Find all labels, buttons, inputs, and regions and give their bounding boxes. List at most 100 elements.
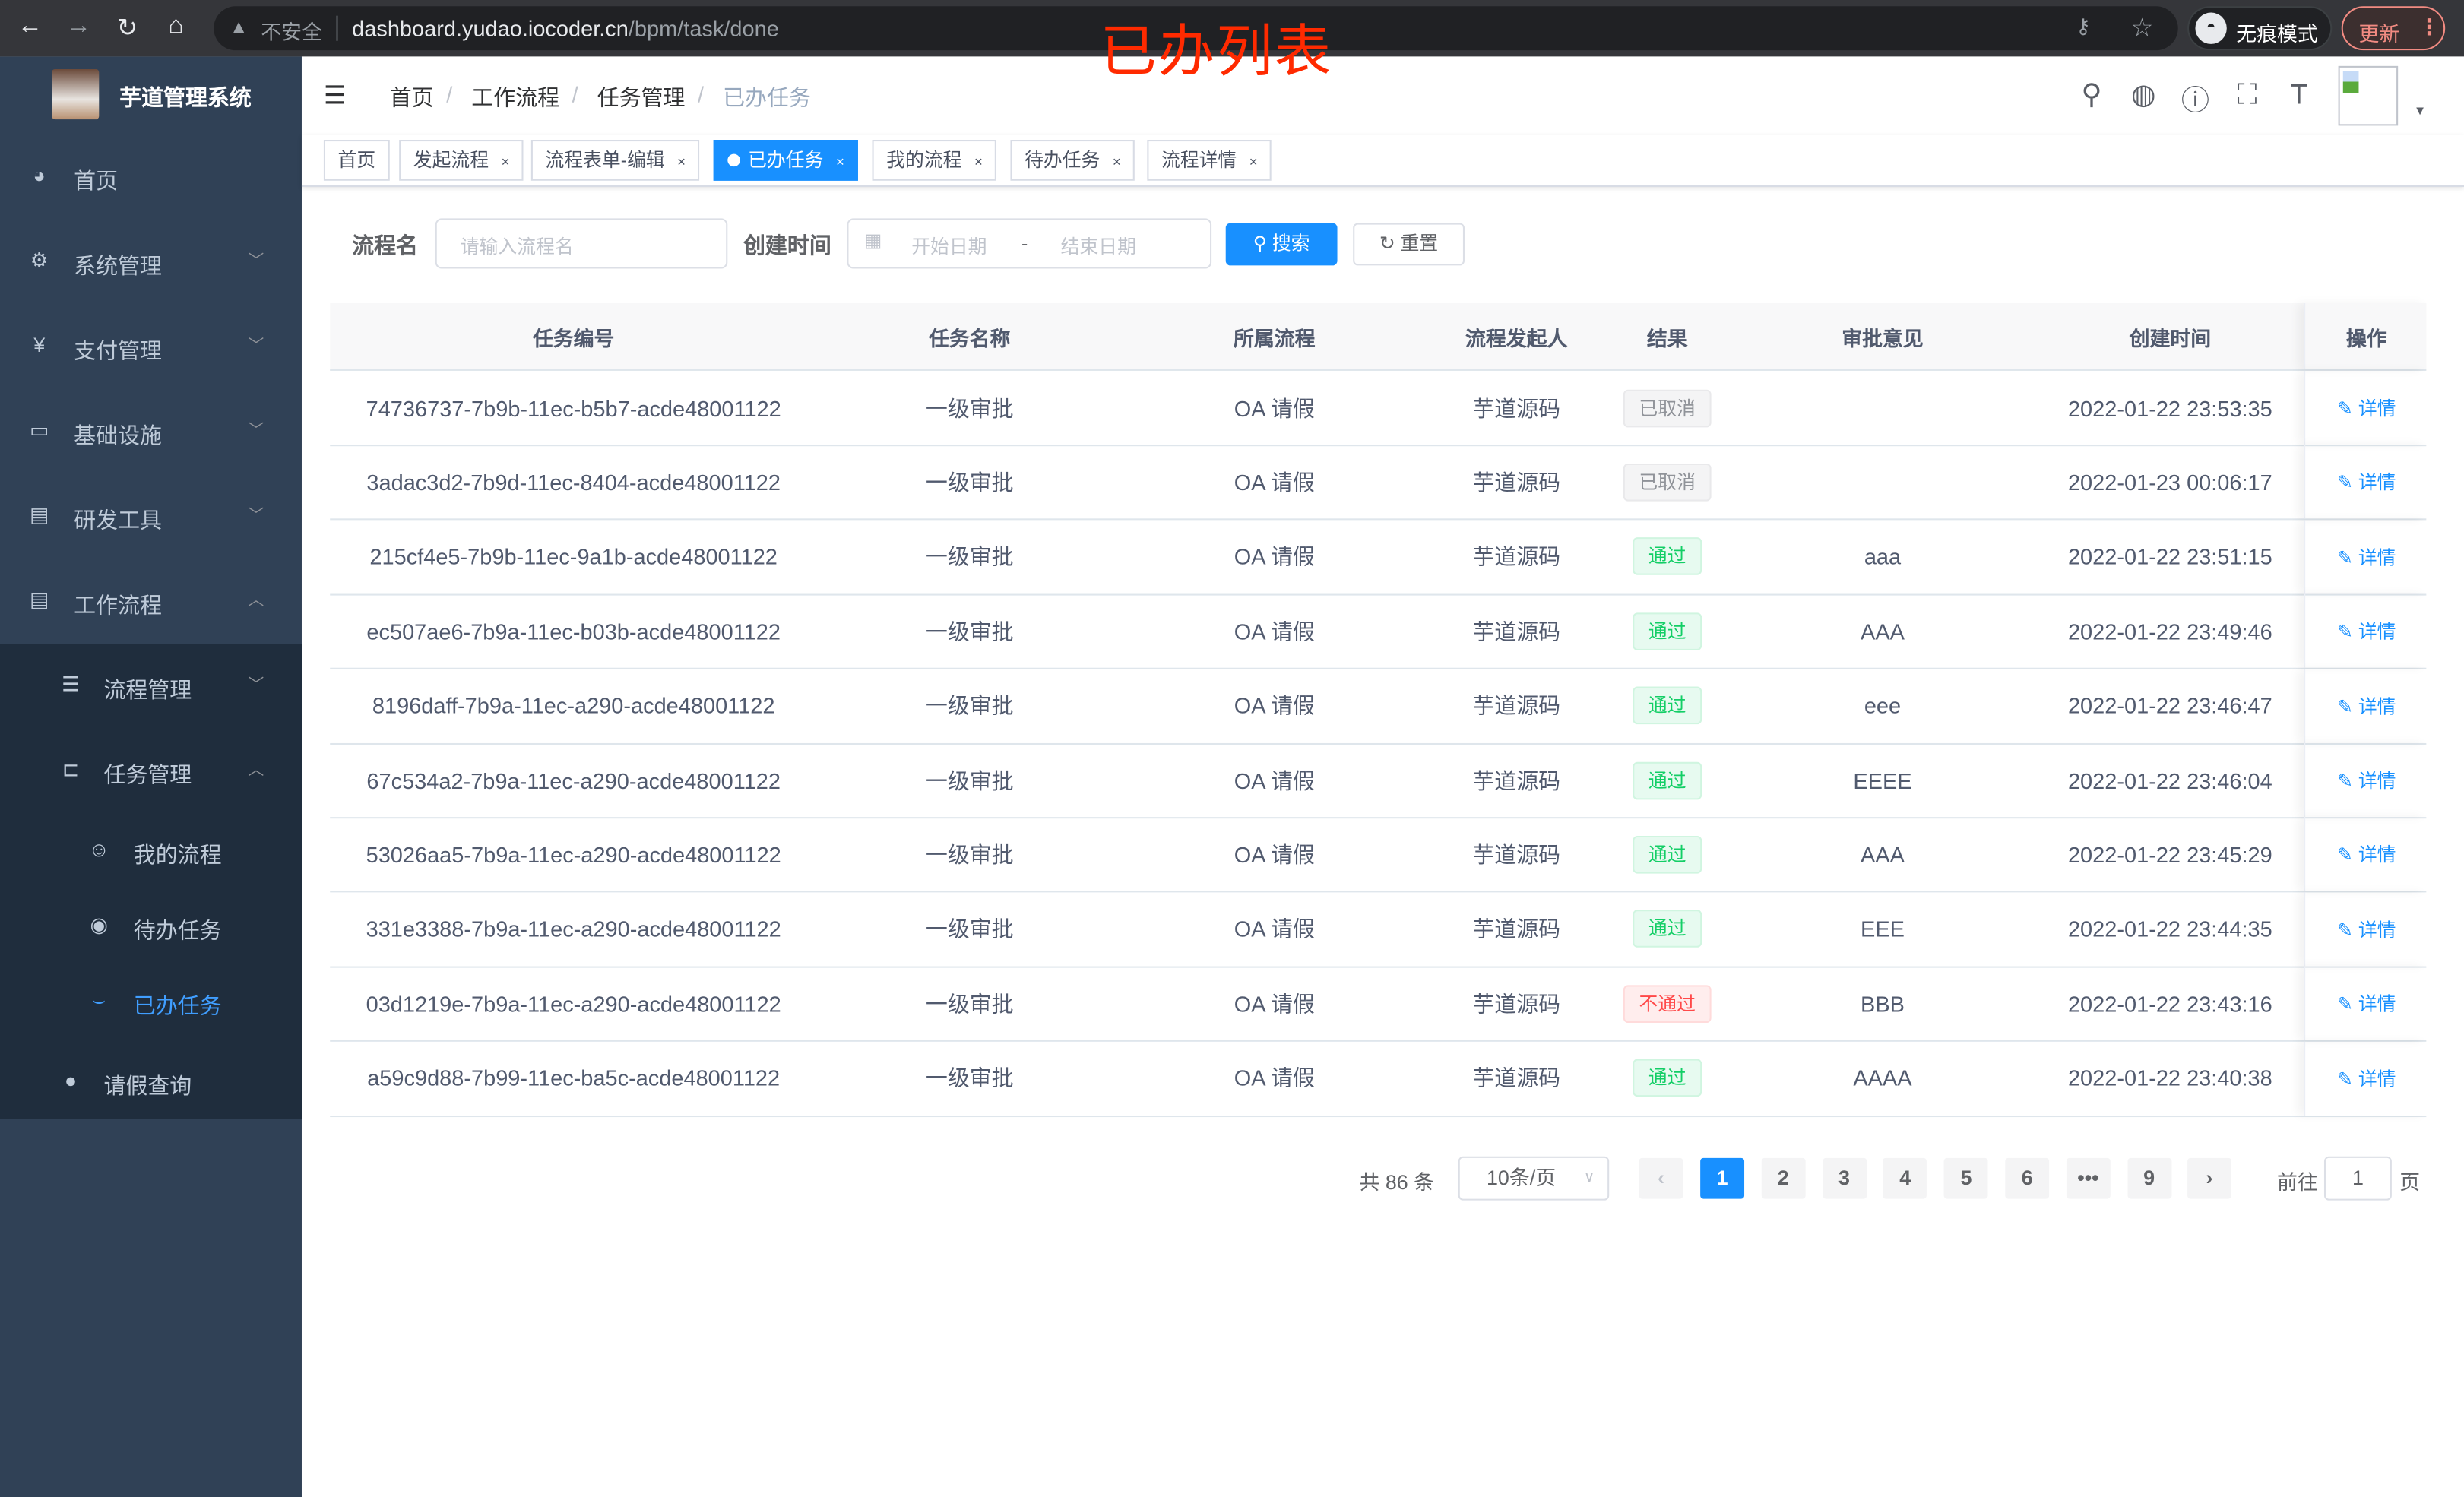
process-name-input[interactable]: 请输入流程名 xyxy=(435,218,728,269)
page-size-select[interactable]: 10条/页 ∨ xyxy=(1458,1156,1610,1201)
cell-id: ec507ae6-7b9a-11ec-b03b-acde48001122 xyxy=(330,594,817,668)
prev-page-button[interactable]: ‹ xyxy=(1639,1157,1683,1199)
more-pages-button[interactable]: ••• xyxy=(2066,1157,2111,1199)
cell-starter: 芋道源码 xyxy=(1427,371,1606,445)
back-icon[interactable]: ← xyxy=(17,12,43,40)
page-button[interactable]: 3 xyxy=(1822,1157,1867,1199)
cell-comment: AAA xyxy=(1728,594,2036,668)
detail-button[interactable]: ✎ 详情 xyxy=(2337,841,2396,868)
sidebar-item-4[interactable]: ▤ 研发工具 ﹀ xyxy=(0,474,302,559)
close-icon[interactable]: × xyxy=(677,153,686,170)
tag-4[interactable]: 我的流程 × xyxy=(872,140,997,181)
detail-button[interactable]: ✎ 详情 xyxy=(2337,990,2396,1017)
breadcrumb-item[interactable]: 工作流程 xyxy=(471,84,560,110)
detail-button[interactable]: ✎ 详情 xyxy=(2337,1065,2396,1091)
tag-2[interactable]: 流程表单-编辑 × xyxy=(530,140,700,181)
close-icon[interactable]: × xyxy=(1112,153,1121,170)
cell-id: 8196daff-7b9a-11ec-a290-acde48001122 xyxy=(330,669,817,742)
page-button[interactable]: 1 xyxy=(1700,1157,1745,1199)
close-icon[interactable]: × xyxy=(1249,153,1258,170)
search-button[interactable]: ⚲ 搜索 xyxy=(1225,223,1338,266)
key-icon[interactable]: ⚷ xyxy=(2076,14,2092,38)
detail-button[interactable]: ✎ 详情 xyxy=(2337,916,2396,942)
tag-3[interactable]: 已办任务 × xyxy=(713,140,859,181)
hamburger-icon[interactable]: ☰ xyxy=(323,83,347,110)
sidebar-item-8[interactable]: ☺ 我的流程 xyxy=(0,814,302,889)
column-header: 结果 xyxy=(1646,326,1688,350)
font-size-icon[interactable]: T xyxy=(2290,78,2308,110)
id-text: 215cf4e5-7b9b-11ec-9a1b-acde48001122 xyxy=(369,544,778,570)
help-icon[interactable]: ⓘ xyxy=(2181,84,2210,117)
result-badge: 通过 xyxy=(1633,686,1702,725)
page-button[interactable]: 5 xyxy=(1944,1157,1988,1199)
home-icon[interactable]: ⌂ xyxy=(168,12,184,40)
cell-id: a59c9d88-7b99-11ec-ba5c-acde48001122 xyxy=(330,1041,817,1115)
close-icon[interactable]: × xyxy=(974,153,983,170)
sidebar-item-7[interactable]: ⊏ 任务管理 ︿ xyxy=(0,729,302,814)
end-date-input[interactable]: 结束日期 xyxy=(1060,236,1136,258)
sidebar-item-1[interactable]: ⚙ 系统管理 ﹀ xyxy=(0,220,302,305)
sidebar-item-11[interactable]: ● 请假查询 xyxy=(0,1040,302,1125)
page-button[interactable]: 2 xyxy=(1761,1157,1806,1199)
tag-6[interactable]: 流程详情 × xyxy=(1147,140,1272,181)
detail-button[interactable]: ✎ 详情 xyxy=(2337,394,2396,421)
name-text: 一级审批 xyxy=(925,916,1014,942)
tag-5[interactable]: 待办任务 × xyxy=(1010,140,1135,181)
github-icon[interactable]: ◍ xyxy=(2130,78,2156,110)
breadcrumb-item: 已办任务 xyxy=(723,84,811,110)
edit-icon: ✎ xyxy=(2337,621,2358,644)
sidebar-item-label: 基础设施 xyxy=(74,423,162,448)
start-date-input[interactable]: 开始日期 xyxy=(911,236,987,258)
sidebar-item-10[interactable]: ⌣ 已办任务 xyxy=(0,965,302,1040)
result-badge: 通过 xyxy=(1633,910,1702,948)
page-button[interactable]: 4 xyxy=(1883,1157,1927,1199)
tag-0[interactable]: 首页 xyxy=(323,140,390,181)
reload-icon[interactable]: ↻ xyxy=(116,15,138,43)
search-icon[interactable]: ⚲ xyxy=(2081,78,2102,110)
url-text: dashboard.yudao.iocoder.cn/bpm/task/done xyxy=(352,16,779,41)
forward-icon[interactable]: → xyxy=(65,12,91,40)
detail-button[interactable]: ✎ 详情 xyxy=(2337,767,2396,793)
sidebar-item-9[interactable]: ◉ 待办任务 xyxy=(0,889,302,964)
close-icon[interactable]: × xyxy=(835,153,844,170)
address-bar[interactable]: ▲ 不安全 dashboard.yudao.iocoder.cn/bpm/tas… xyxy=(214,6,2178,51)
detail-button[interactable]: ✎ 详情 xyxy=(2337,469,2396,495)
detail-button[interactable]: ✎ 详情 xyxy=(2337,618,2396,644)
tag-1[interactable]: 发起流程 × xyxy=(399,140,524,181)
close-icon[interactable]: × xyxy=(501,153,510,170)
next-page-button[interactable]: › xyxy=(2187,1157,2231,1199)
goto-page-input[interactable]: 1 xyxy=(2323,1156,2392,1201)
cell-time: 2022-01-23 00:06:17 xyxy=(2037,445,2304,519)
date-range-picker[interactable]: ▦ 开始日期 - 结束日期 xyxy=(847,218,1212,269)
sidebar-item-6[interactable]: ☰ 流程管理 ﹀ xyxy=(0,644,302,730)
detail-button[interactable]: ✎ 详情 xyxy=(2337,692,2396,719)
avatar[interactable] xyxy=(2338,65,2399,126)
caret-down-icon[interactable]: ▼ xyxy=(2413,103,2427,119)
sidebar-item-label: 系统管理 xyxy=(74,252,162,278)
cell-process: OA 请假 xyxy=(1122,1041,1427,1115)
incognito-badge[interactable]: ◓ 无痕模式 xyxy=(2187,6,2333,51)
star-icon[interactable]: ☆ xyxy=(2130,15,2154,43)
cell-starter: 芋道源码 xyxy=(1427,1041,1606,1115)
cell-starter: 芋道源码 xyxy=(1427,967,1606,1040)
breadcrumb-item[interactable]: 首页 xyxy=(389,84,434,110)
sidebar-item-label: 已办任务 xyxy=(133,992,222,1018)
detail-button[interactable]: ✎ 详情 xyxy=(2337,543,2396,570)
page-button[interactable]: 6 xyxy=(2005,1157,2050,1199)
sidebar-item-3[interactable]: ▭ 基础设施 ﹀ xyxy=(0,390,302,475)
process-text: OA 请假 xyxy=(1234,1065,1315,1091)
sidebar-item-5[interactable]: ▤ 工作流程 ︿ xyxy=(0,559,302,644)
update-button[interactable]: 更新 ⋮ xyxy=(2341,6,2446,51)
edit-icon: ✎ xyxy=(2337,770,2358,793)
name-text: 一级审批 xyxy=(925,767,1014,793)
sidebar-item-0[interactable]: ◕ 首页 xyxy=(0,135,302,220)
comment-text: AAA xyxy=(1861,842,1905,868)
reset-button[interactable]: ↻ 重置 xyxy=(1353,223,1465,266)
time-text: 2022-01-22 23:46:47 xyxy=(2067,693,2272,719)
cell-starter: 芋道源码 xyxy=(1427,594,1606,668)
sidebar-item-2[interactable]: ¥ 支付管理 ﹀ xyxy=(0,305,302,390)
fullscreen-icon[interactable]: ⛶ xyxy=(2237,78,2257,110)
page-button[interactable]: 9 xyxy=(2127,1157,2171,1199)
table-row: 53026aa5-7b9a-11ec-a290-acde48001122 一级审批… xyxy=(330,817,2427,894)
breadcrumb-item[interactable]: 任务管理 xyxy=(597,84,686,110)
